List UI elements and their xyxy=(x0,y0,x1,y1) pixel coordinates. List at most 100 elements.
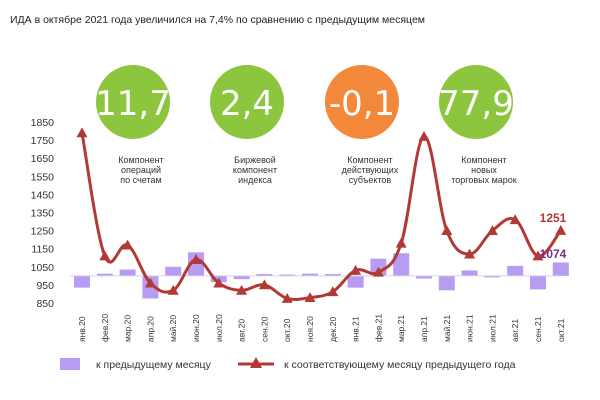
x-tick-label: июн.21 xyxy=(465,314,475,342)
x-tick-label: авг.20 xyxy=(237,319,247,342)
y-tick-label: 1150 xyxy=(31,244,54,256)
x-tick-label: май.21 xyxy=(442,315,452,342)
x-tick-label: апр.20 xyxy=(145,316,155,342)
x-tick-label: мар.20 xyxy=(123,315,133,342)
legend-line-label: к соответствующему месяцу предыдущего го… xyxy=(284,359,516,371)
bar xyxy=(507,265,524,276)
y-tick-label: 850 xyxy=(36,298,54,310)
kpi-circle xyxy=(325,65,399,139)
line-point-marker xyxy=(190,254,202,264)
bar-series xyxy=(74,252,569,299)
kpi-caption: по счетам xyxy=(120,175,161,185)
bar xyxy=(393,253,410,276)
x-tick-label: окт.20 xyxy=(282,318,292,342)
legend-bar-label: к предыдущему месяцу xyxy=(96,359,212,371)
kpi-caption: действующих xyxy=(342,165,399,175)
bar xyxy=(188,252,204,276)
legend-bar-swatch xyxy=(60,358,80,370)
bar xyxy=(302,273,318,276)
x-tick-label: мар.21 xyxy=(396,315,406,342)
line-point-marker xyxy=(555,224,567,235)
kpi-value: -0,1 xyxy=(329,84,395,124)
line-series xyxy=(76,127,567,303)
kpi-value: 11,7 xyxy=(95,84,171,124)
bar xyxy=(347,275,364,288)
x-tick-label: июн.20 xyxy=(191,314,201,342)
line-point-marker xyxy=(122,239,134,250)
x-tick-label: янв.21 xyxy=(351,316,361,342)
y-tick-label: 950 xyxy=(36,280,54,292)
x-tick-label: сен.21 xyxy=(533,316,543,342)
line-point-marker xyxy=(213,277,225,288)
x-tick-label: июл.20 xyxy=(214,314,224,342)
line-point-marker xyxy=(144,277,156,288)
bar xyxy=(165,266,182,276)
bar xyxy=(74,275,90,288)
x-tick-label: янв.20 xyxy=(77,316,87,342)
line-point-marker xyxy=(304,292,316,302)
x-tick-label: дек.20 xyxy=(328,317,338,342)
y-tick-label: 1850 xyxy=(31,117,55,129)
y-tick-label: 1450 xyxy=(31,189,55,201)
bar xyxy=(256,274,273,276)
chart-title: ИДА в октябре 2021 года увеличился на 7,… xyxy=(10,14,425,26)
y-tick-label: 1050 xyxy=(31,262,55,274)
y-tick-label: 1750 xyxy=(31,135,55,147)
bar xyxy=(438,275,455,291)
line-point-marker xyxy=(441,225,453,235)
line-point-marker xyxy=(509,214,521,225)
kpi-circle xyxy=(439,65,513,139)
y-tick-label: 1550 xyxy=(31,171,55,183)
x-tick-label: фев.20 xyxy=(100,314,110,342)
line-point-marker xyxy=(99,250,111,261)
y-tick-label: 1350 xyxy=(31,208,55,220)
bar xyxy=(552,262,569,276)
kpi-circle xyxy=(96,65,170,139)
kpi-caption: торговых марок xyxy=(451,175,517,185)
kpi-caption: субъектов xyxy=(349,175,392,185)
bar xyxy=(119,269,136,276)
y-tick-label: 1250 xyxy=(31,226,55,238)
kpi-caption: новых xyxy=(471,165,497,175)
line-point-marker xyxy=(236,284,248,295)
line-point-marker xyxy=(281,292,293,303)
bar xyxy=(233,275,250,280)
bar xyxy=(530,275,546,290)
kpi-caption: Биржевой xyxy=(234,155,276,165)
line-point-marker xyxy=(76,127,88,138)
line-point-marker xyxy=(258,279,270,290)
bar xyxy=(324,274,341,276)
x-axis: янв.20 фев.20 мар.20 апр.20 май.20 июн.20 июл.… xyxy=(77,314,566,342)
x-tick-label: окт.21 xyxy=(556,318,566,342)
line-point-marker xyxy=(372,266,384,277)
line-point-marker xyxy=(395,237,407,248)
line-end-label: 1251 xyxy=(540,211,567,225)
x-tick-label: сен.20 xyxy=(259,316,269,342)
x-tick-label: фев.21 xyxy=(373,314,383,342)
y-axis: 850 950 1050 1150 1250 1350 1450 1550 1650 1750 18… xyxy=(31,117,55,310)
kpi-caption: Компонент xyxy=(118,155,163,165)
legend-line-marker xyxy=(250,357,262,368)
bar xyxy=(484,275,501,278)
x-tick-label: июл.21 xyxy=(487,314,497,342)
line-point-marker xyxy=(350,264,362,275)
kpi-circle xyxy=(210,65,284,139)
kpi-caption: компонент xyxy=(233,165,277,175)
line-point-marker xyxy=(327,286,339,297)
kpi-caption: операций xyxy=(121,165,161,175)
line-point-marker xyxy=(418,130,430,141)
bar xyxy=(96,273,113,276)
line-point-marker xyxy=(464,248,476,259)
x-tick-label: май.20 xyxy=(168,315,178,342)
x-tick-label: авг.21 xyxy=(510,319,520,342)
x-tick-label: ноя.20 xyxy=(305,316,315,342)
kpi-caption: Компонент xyxy=(347,155,392,165)
bar-end-label: 1074 xyxy=(540,247,567,261)
kpi-caption: индекса xyxy=(238,175,272,185)
kpi-value: 77,9 xyxy=(438,84,514,124)
end-labels: 1251 1074 xyxy=(540,211,567,261)
y-tick-label: 1650 xyxy=(31,153,55,165)
x-tick-label: апр.21 xyxy=(419,316,429,342)
